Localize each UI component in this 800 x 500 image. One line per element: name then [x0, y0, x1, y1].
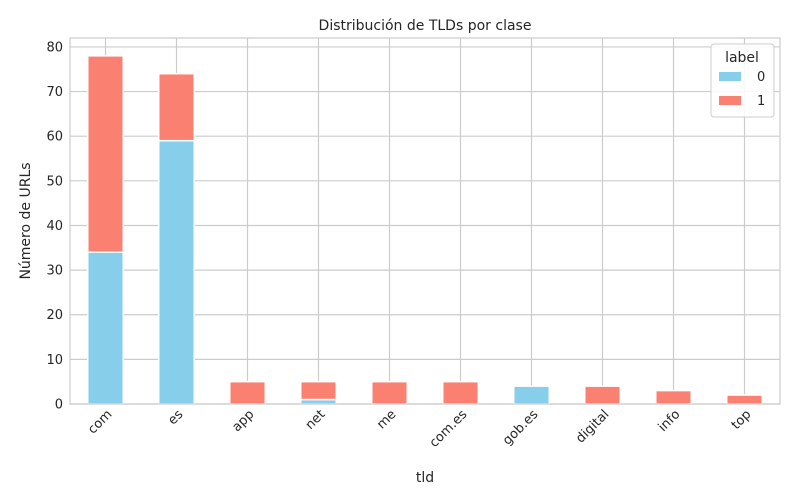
bar-app-series-1	[229, 380, 266, 405]
y-tick-label-1: 10	[46, 353, 63, 368]
legend-swatch-0	[719, 72, 741, 81]
y-tick-label-8: 80	[46, 40, 63, 55]
y-tick-label-2: 20	[46, 308, 63, 323]
chart-title: Distribución de TLDs por clase	[319, 18, 532, 34]
y-tick-label-3: 30	[46, 264, 63, 279]
bar-net-series-1	[300, 380, 337, 401]
bar-top-series-1	[726, 394, 763, 405]
bar-digital-series-1	[584, 385, 621, 405]
legend-swatch-1	[719, 96, 741, 105]
bar-es-series-1	[158, 72, 195, 142]
bar-info-series-1	[655, 389, 692, 405]
plot-frame	[69, 37, 781, 405]
legend-title: label	[725, 50, 759, 66]
y-tick-label-4: 40	[46, 219, 63, 234]
bar-com-series-0	[87, 251, 124, 405]
y-tick-label-0: 0	[55, 398, 63, 413]
legend: label 0 1	[710, 43, 775, 118]
x-axis-label: tld	[416, 470, 434, 486]
bars	[87, 55, 763, 405]
legend-label-0: 0	[757, 70, 765, 85]
y-tick-label-5: 50	[46, 174, 63, 189]
y-tick-labels: 0 10 20 30 40 50 60 70 80	[46, 40, 63, 412]
y-tick-label-6: 60	[46, 130, 63, 145]
bar-gob.es-series-0	[513, 385, 550, 405]
bar-es-series-0	[158, 139, 195, 405]
bar-com-series-1	[87, 55, 124, 253]
y-tick-label-7: 70	[46, 85, 63, 100]
bar-me-series-1	[371, 380, 408, 405]
bar-com.es-series-1	[442, 380, 479, 405]
legend-label-1: 1	[757, 94, 765, 109]
y-axis-label: Número de URLs	[18, 162, 34, 279]
